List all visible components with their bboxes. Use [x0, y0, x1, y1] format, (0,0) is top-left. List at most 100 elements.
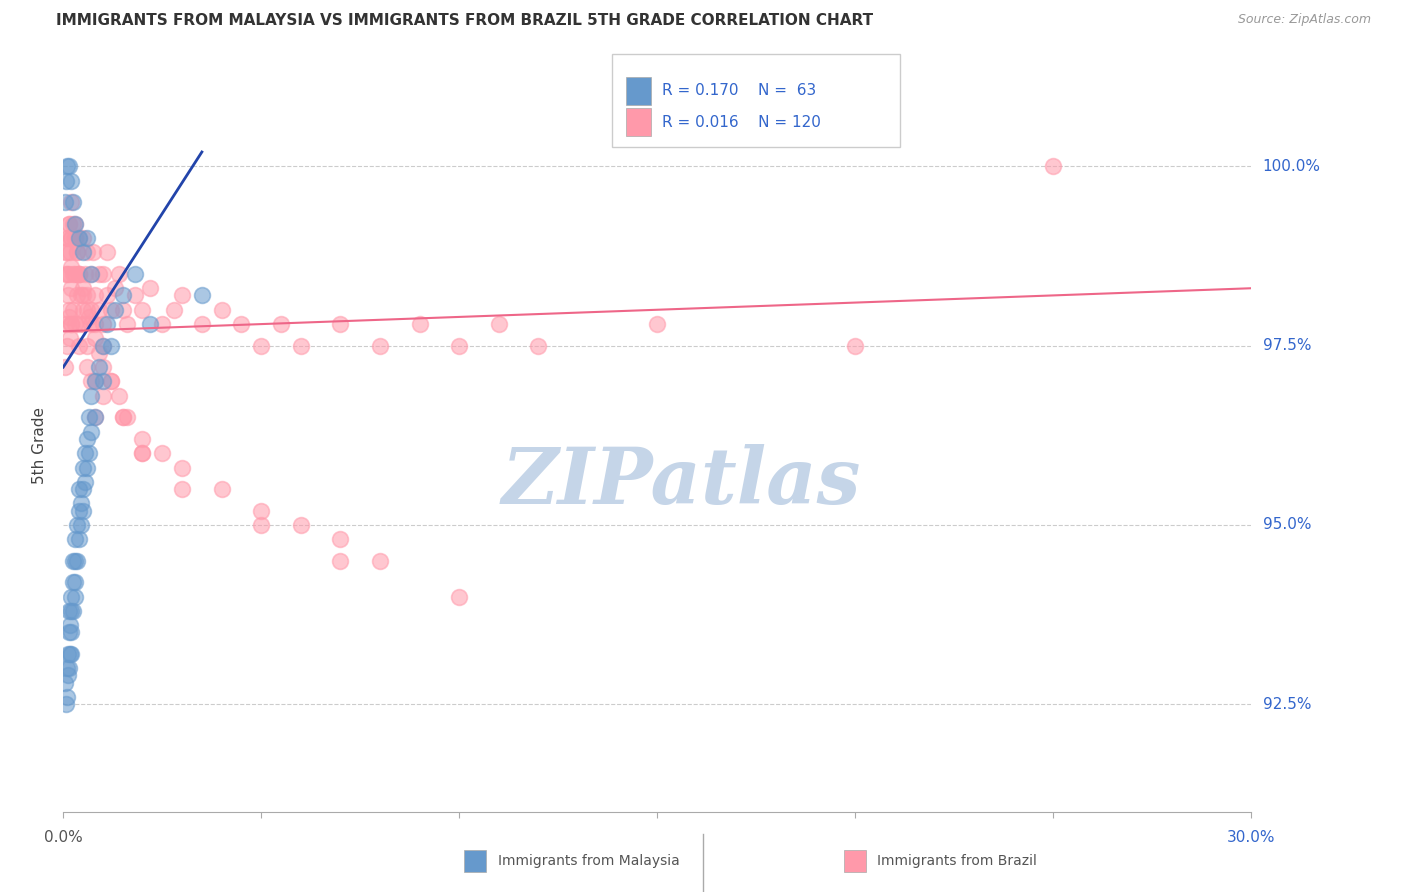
Point: [76, 360, 98, 375]
Point: [844, 338, 866, 352]
Point: [104, 302, 127, 317]
Point: [76, 460, 98, 475]
Point: [67, 267, 90, 281]
Point: [73, 267, 96, 281]
Point: [104, 281, 127, 295]
Text: 0.0%: 0.0%: [44, 830, 83, 845]
Point: [67, 231, 90, 245]
Point: [73, 446, 96, 460]
Point: [124, 267, 146, 281]
Point: [60, 174, 83, 188]
Point: [58, 159, 80, 173]
Point: [59, 245, 82, 260]
Point: [63, 267, 86, 281]
Point: [58, 661, 80, 675]
Point: [72, 482, 94, 496]
Point: [172, 482, 194, 496]
Point: [56, 288, 79, 302]
Point: [329, 533, 352, 547]
Point: [72, 288, 94, 302]
Point: [329, 554, 352, 568]
Point: [91, 338, 114, 352]
Point: [139, 317, 162, 331]
Point: [84, 317, 107, 331]
Point: [58, 302, 80, 317]
Point: [84, 410, 107, 425]
Point: [77, 410, 100, 425]
Point: [63, 317, 86, 331]
Point: [62, 217, 84, 231]
Point: [62, 195, 84, 210]
Point: [80, 267, 103, 281]
Point: [67, 231, 90, 245]
Point: [55, 267, 77, 281]
Point: [73, 475, 96, 489]
Point: [63, 217, 86, 231]
Point: [449, 338, 471, 352]
Point: [250, 517, 273, 532]
Point: [87, 360, 110, 375]
Point: [80, 267, 103, 281]
Point: [59, 618, 82, 632]
Point: [67, 338, 90, 352]
Point: [56, 267, 79, 281]
Point: [527, 338, 550, 352]
Point: [150, 446, 173, 460]
Point: [67, 267, 90, 281]
Text: R = 0.170    N =  63: R = 0.170 N = 63: [662, 84, 817, 98]
Point: [80, 302, 103, 317]
Point: [53, 245, 76, 260]
Point: [76, 432, 98, 446]
Y-axis label: 5th Grade: 5th Grade: [32, 408, 48, 484]
Point: [62, 575, 84, 590]
Point: [56, 690, 79, 704]
Point: [100, 375, 122, 389]
Point: [60, 231, 83, 245]
Point: [408, 317, 430, 331]
Point: [56, 231, 79, 245]
Point: [80, 389, 103, 403]
Point: [84, 375, 107, 389]
Point: [63, 231, 86, 245]
Text: 100.0%: 100.0%: [1263, 159, 1320, 174]
Point: [191, 288, 214, 302]
Text: 95.0%: 95.0%: [1263, 517, 1310, 533]
Point: [115, 410, 138, 425]
Point: [111, 410, 134, 425]
Point: [150, 317, 173, 331]
Point: [76, 288, 98, 302]
Point: [56, 647, 79, 661]
Point: [72, 281, 94, 295]
Point: [91, 375, 114, 389]
Point: [58, 625, 80, 640]
Point: [63, 231, 86, 245]
Text: Immigrants from Brazil: Immigrants from Brazil: [877, 855, 1038, 868]
Point: [59, 331, 82, 345]
Point: [58, 217, 80, 231]
Point: [124, 288, 146, 302]
Point: [163, 302, 186, 317]
Point: [66, 245, 89, 260]
Point: [100, 375, 122, 389]
Point: [56, 338, 79, 352]
Point: [111, 288, 134, 302]
Point: [67, 503, 90, 517]
Point: [67, 482, 90, 496]
Point: [1042, 159, 1064, 173]
Point: [96, 288, 118, 302]
Point: [60, 590, 83, 604]
Point: [139, 281, 162, 295]
Point: [111, 410, 134, 425]
Point: [270, 317, 292, 331]
Point: [56, 231, 79, 245]
Point: [55, 317, 77, 331]
Point: [62, 554, 84, 568]
Point: [76, 302, 98, 317]
Point: [100, 302, 122, 317]
Point: [115, 317, 138, 331]
Point: [60, 281, 83, 295]
Point: [290, 338, 312, 352]
Point: [84, 331, 107, 345]
Point: [72, 460, 94, 475]
Point: [53, 360, 76, 375]
